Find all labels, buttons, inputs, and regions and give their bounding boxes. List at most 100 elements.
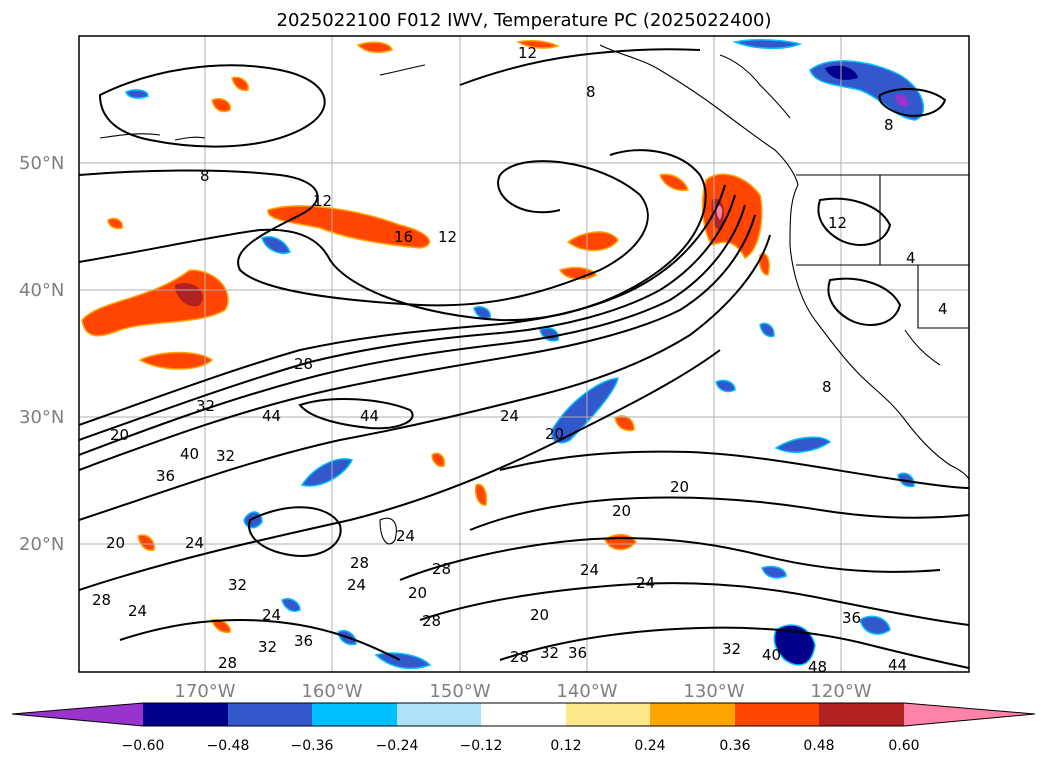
contour-label: 8 bbox=[200, 167, 210, 185]
cold-patch bbox=[374, 652, 432, 670]
cold-patch bbox=[261, 236, 291, 254]
warm-patch bbox=[431, 452, 446, 468]
warm-patch bbox=[107, 217, 123, 230]
contour-label: 4 bbox=[906, 249, 916, 267]
iwv-contours bbox=[79, 48, 969, 669]
colorbar-tick-label: −0.36 bbox=[291, 738, 334, 754]
contour-label: 24 bbox=[396, 527, 415, 545]
contour-label: 24 bbox=[262, 606, 281, 624]
lon-label: 120°W bbox=[810, 681, 871, 702]
warm-patch bbox=[614, 415, 635, 432]
lat-label: 50°N bbox=[19, 153, 64, 174]
colorbar-segment bbox=[397, 703, 481, 726]
contour-label: 24 bbox=[347, 576, 366, 594]
colorbar-outline bbox=[11, 702, 1036, 727]
contour-label: 12 bbox=[438, 228, 457, 246]
contour-label: 20 bbox=[106, 534, 125, 552]
contour-labels: 12 8 8 8 12 16 4 4 12 28 32 44 44 20 40 … bbox=[92, 44, 948, 676]
cold-patch bbox=[715, 379, 736, 393]
contour-label: 28 bbox=[510, 648, 529, 666]
warm-patch bbox=[758, 252, 770, 276]
warm-patch-peak bbox=[716, 205, 723, 220]
contour-label: 44 bbox=[262, 407, 281, 425]
contour-label: 20 bbox=[670, 478, 689, 496]
cold-patch bbox=[473, 306, 491, 320]
lon-label: 140°W bbox=[556, 681, 617, 702]
warm-patch-core bbox=[175, 282, 203, 307]
contour-label: 44 bbox=[888, 656, 907, 674]
pc-shading bbox=[81, 39, 925, 670]
cold-patch bbox=[125, 89, 149, 99]
cold-patch bbox=[773, 624, 816, 666]
contour-label: 4 bbox=[938, 300, 948, 318]
contour-label: 32 bbox=[196, 397, 215, 415]
contour-label: 12 bbox=[828, 214, 847, 232]
contour-label: 32 bbox=[228, 576, 247, 594]
lat-label: 40°N bbox=[19, 280, 64, 301]
contour-label: 36 bbox=[568, 644, 587, 662]
colorbar-segment bbox=[143, 703, 228, 726]
contour-label: 20 bbox=[110, 426, 129, 444]
contour-label: 48 bbox=[808, 658, 827, 676]
warm-patch bbox=[267, 205, 431, 249]
cold-patch bbox=[859, 615, 891, 635]
map-area: 12 8 8 8 12 16 4 4 12 28 32 44 44 20 40 … bbox=[78, 35, 970, 676]
warm-patch bbox=[566, 231, 619, 252]
cold-patch-peak bbox=[895, 94, 909, 107]
warm-patch bbox=[231, 76, 249, 92]
map-border bbox=[78, 35, 970, 673]
contour-label: 40 bbox=[762, 646, 781, 664]
colorbar-tick-label: −0.24 bbox=[376, 738, 419, 754]
warm-patch bbox=[516, 39, 561, 49]
lat-label: 20°N bbox=[19, 534, 64, 555]
colorbar-segment bbox=[228, 703, 312, 726]
contour-label: 8 bbox=[822, 378, 832, 396]
warm-patch bbox=[138, 351, 214, 370]
contour-label: 8 bbox=[884, 116, 894, 134]
cold-patch bbox=[897, 472, 915, 488]
contour-label: 24 bbox=[128, 602, 147, 620]
cold-patch bbox=[539, 327, 559, 342]
colorbar-tick-label: −0.12 bbox=[460, 738, 503, 754]
cold-patch bbox=[551, 377, 619, 444]
lon-label: 170°W bbox=[174, 681, 235, 702]
colorbar-segment bbox=[650, 703, 735, 726]
contour-label: 24 bbox=[636, 574, 655, 592]
cold-patch bbox=[759, 322, 775, 338]
colorbar-ticks: −0.60 −0.48 −0.36 −0.24 −0.12 0.12 0.24 … bbox=[122, 738, 920, 754]
contour-label: 24 bbox=[185, 534, 204, 552]
cold-patch bbox=[732, 39, 803, 50]
colorbar-tick-label: 0.36 bbox=[719, 738, 750, 754]
colorbar-tick-label: 0.60 bbox=[888, 738, 919, 754]
contour-label: 12 bbox=[313, 192, 332, 210]
contour-label: 36 bbox=[842, 609, 861, 627]
contour-label: 24 bbox=[580, 561, 599, 579]
colorbar: −0.60 −0.48 −0.36 −0.24 −0.12 0.12 0.24 … bbox=[11, 702, 1036, 754]
contour-label: 40 bbox=[180, 445, 199, 463]
warm-patch bbox=[356, 41, 393, 54]
coastlines bbox=[99, 44, 969, 545]
colorbar-tick-label: 0.12 bbox=[550, 738, 581, 754]
contour-label: 28 bbox=[432, 560, 451, 578]
cold-patch bbox=[761, 565, 787, 579]
contour-label: 32 bbox=[540, 644, 559, 662]
colorbar-tick-label: 0.48 bbox=[803, 738, 834, 754]
lon-label: 160°W bbox=[301, 681, 362, 702]
map-title: 2025022100 F012 IWV, Temperature PC (202… bbox=[277, 10, 772, 31]
colorbar-extend-low bbox=[12, 703, 143, 726]
colorbar-tick-label: 0.24 bbox=[634, 738, 665, 754]
contour-label: 8 bbox=[586, 83, 596, 101]
contour-label: 32 bbox=[258, 638, 277, 656]
colorbar-segment bbox=[735, 703, 819, 726]
contour-label: 28 bbox=[218, 654, 237, 672]
contour-label: 36 bbox=[294, 632, 313, 650]
contour-label: 28 bbox=[422, 612, 441, 630]
lat-label: 30°N bbox=[19, 407, 64, 428]
cold-patch bbox=[281, 598, 301, 612]
latitude-labels: 50°N 40°N 30°N 20°N bbox=[19, 153, 64, 555]
cold-patch bbox=[774, 436, 832, 454]
contour-label: 32 bbox=[722, 640, 741, 658]
colorbar-tick-label: −0.48 bbox=[207, 738, 250, 754]
contour-label: 20 bbox=[612, 502, 631, 520]
